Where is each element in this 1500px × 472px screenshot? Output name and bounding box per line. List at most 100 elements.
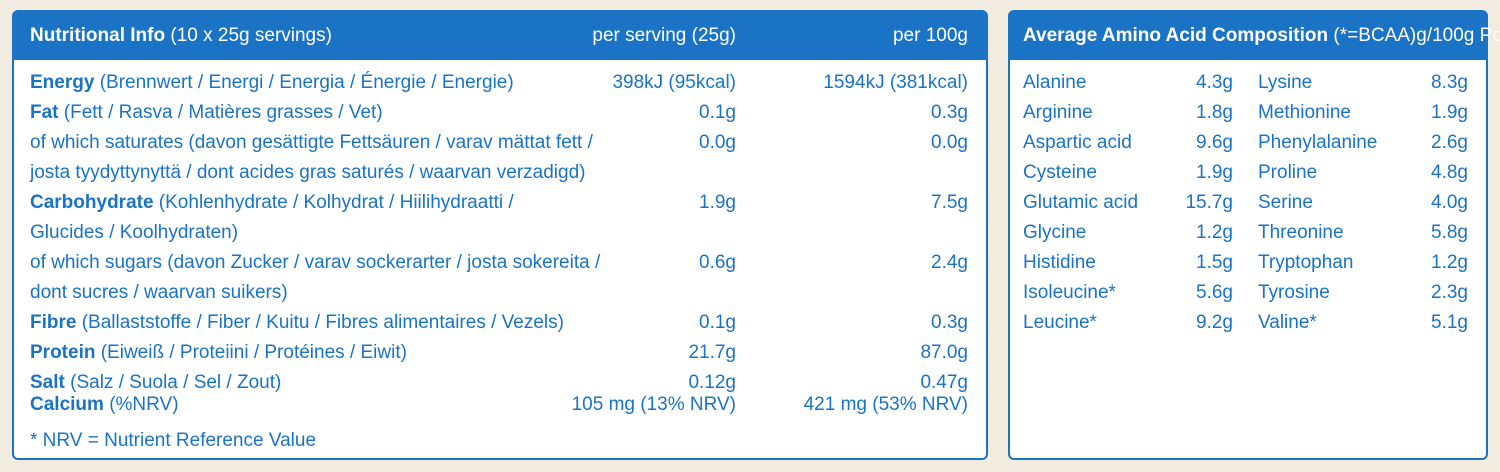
footnote-text: * NRV = Nutrient Reference Value [30, 430, 317, 451]
per-100g-value: 421 mg (53% NRV) [803, 394, 968, 415]
amino-acid-value: 1.2g [1196, 222, 1233, 243]
amino-acid-value: 9.2g [1196, 312, 1233, 333]
per-100g-value: 0.47g [920, 372, 968, 393]
amino-acid-name: Tyrosine [1258, 282, 1330, 303]
amino-acid-value: 1.2g [1431, 252, 1468, 273]
amino-acid-value: 1.8g [1196, 102, 1233, 123]
nutrition-row-label-line2: josta tyydyttynyttä / dont acides gras s… [30, 162, 586, 183]
amino-acid-item: Valine* 5.1g [1258, 308, 1468, 338]
amino-acid-value: 1.9g [1196, 162, 1233, 183]
nutrition-row: Carbohydrate (Kohlenhydrate / Kolhydrat … [14, 188, 986, 248]
amino-title: Average Amino Acid Composition (*=BCAA)g… [1023, 25, 1500, 47]
nutrition-panel: Nutritional Info (10 x 25g servings) per… [12, 10, 988, 460]
nutrition-row-label-line2: dont sucres / waarvan suikers) [30, 282, 288, 303]
nutrient-translations: (Fett / Rasva / Matières grasses / Vet) [58, 102, 383, 123]
amino-acid-value: 5.8g [1431, 222, 1468, 243]
nutrient-name: Carbohydrate [30, 192, 154, 213]
nutrient-name: Fibre [30, 312, 77, 333]
per-serving-value: 0.0g [699, 132, 736, 153]
nutrition-row-label-line1: Fibre (Ballaststoffe / Fiber / Kuitu / F… [30, 308, 585, 338]
amino-acid-item: Proline 4.8g [1258, 158, 1468, 188]
nutrient-translations: (%NRV) [103, 394, 179, 415]
amino-acid-item: Phenylalanine 2.6g [1258, 128, 1468, 158]
nutrition-row-label-line1: Carbohydrate (Kohlenhydrate / Kolhydrat … [30, 188, 585, 218]
amino-acid-item: Serine 4.0g [1258, 188, 1468, 218]
nutrition-title: Nutritional Info (10 x 25g servings) [30, 25, 332, 47]
nutrient-translations: (Eiweiß / Proteiini / Protéines / Eiwit) [95, 342, 407, 363]
nutrition-title-suffix: (10 x 25g servings) [165, 25, 332, 46]
amino-acid-value: 1.5g [1196, 252, 1233, 273]
amino-acid-value: 15.7g [1185, 192, 1233, 213]
amino-acid-item: Tyrosine 2.3g [1258, 278, 1468, 308]
amino-acid-item: Alanine 4.3g [1023, 68, 1233, 98]
amino-acid-name: Tryptophan [1258, 252, 1354, 273]
amino-header: Average Amino Acid Composition (*=BCAA)g… [1010, 12, 1500, 60]
nutrition-row-label: Fat (Fett / Rasva / Matières grasses / V… [30, 98, 585, 128]
nutrition-row-label: Fibre (Ballaststoffe / Fiber / Kuitu / F… [30, 308, 585, 338]
amino-acid-name: Alanine [1023, 72, 1087, 93]
per-serving-value: 1.9g [699, 192, 736, 213]
nutrition-title-bold: Nutritional Info [30, 25, 166, 46]
amino-acid-item: Lysine 8.3g [1258, 68, 1468, 98]
nutrient-translations: of which sugars (davon Zucker / varav so… [30, 252, 601, 273]
nutrient-name: Calcium [30, 394, 104, 415]
nutrition-row: Energy (Brennwert / Energi / Energia / É… [14, 68, 986, 98]
amino-acid-item: Methionine 1.9g [1258, 98, 1468, 128]
nutrient-name: Fat [30, 102, 59, 123]
nutrition-row-label: Protein (Eiweiß / Proteiini / Protéines … [30, 338, 585, 368]
nutrition-row: of which saturates (davon gesättigte Fet… [14, 128, 986, 188]
amino-acid-name: Methionine [1258, 102, 1351, 123]
nutrition-row: of which sugars (davon Zucker / varav so… [14, 248, 986, 308]
nutrition-row-label: Salt (Salz / Suola / Sel / Zout) [30, 368, 585, 398]
amino-acid-name: Cysteine [1023, 162, 1097, 183]
per-serving-value: 398kJ (95kcal) [612, 72, 736, 93]
per-100g-value: 87.0g [920, 342, 968, 363]
nutrition-header: Nutritional Info (10 x 25g servings) per… [14, 12, 986, 60]
amino-acid-item: Leucine* 9.2g [1023, 308, 1233, 338]
nutrition-row: Calcium (%NRV) 105 mg (13% NRV) 421 mg (53… [14, 390, 986, 420]
col-per-100g-header: per 100g [892, 25, 968, 46]
nutrition-row-label: of which sugars (davon Zucker / varav so… [30, 248, 600, 308]
nutrient-translations: (Kohlenhydrate / Kolhydrat / Hiilihydraa… [153, 192, 514, 213]
nutrition-row-label-line1: of which sugars (davon Zucker / varav so… [30, 248, 600, 278]
amino-acid-value: 9.6g [1196, 132, 1233, 153]
amino-acid-value: 4.3g [1196, 72, 1233, 93]
per-serving-value: 0.12g [688, 372, 736, 393]
amino-acid-item: Cysteine 1.9g [1023, 158, 1233, 188]
nutrition-row-label-line1: Protein (Eiweiß / Proteiini / Protéines … [30, 338, 585, 368]
amino-acid-name: Glutamic acid [1023, 192, 1139, 213]
amino-acid-name: Threonine [1258, 222, 1344, 243]
per-serving-value: 0.6g [699, 252, 736, 273]
nutrition-row-label: Carbohydrate (Kohlenhydrate / Kolhydrat … [30, 188, 585, 248]
nutrition-row-label-line1: Fat (Fett / Rasva / Matières grasses / V… [30, 98, 585, 128]
per-100g-value: 0.3g [931, 102, 968, 123]
nutrition-row-label-line2: Glucides / Koolhydraten) [30, 222, 239, 243]
nutrition-row: Fat (Fett / Rasva / Matières grasses / V… [14, 98, 986, 128]
amino-acid-name: Leucine* [1023, 312, 1097, 333]
amino-acid-value: 4.0g [1431, 192, 1468, 213]
per-serving-value: 21.7g [688, 342, 736, 363]
per-100g-value: 0.3g [931, 312, 968, 333]
amino-acid-item: Arginine 1.8g [1023, 98, 1233, 128]
nutrient-translations: of which saturates (davon gesättigte Fet… [30, 132, 593, 153]
amino-acid-value: 4.8g [1431, 162, 1468, 183]
amino-acid-value: 1.9g [1431, 102, 1468, 123]
nutrition-row-label-line1: of which saturates (davon gesättigte Fet… [30, 128, 593, 158]
amino-acid-item: Threonine 5.8g [1258, 218, 1468, 248]
nutrition-row: Salt (Salz / Suola / Sel / Zout) 0.12g 0.4… [14, 368, 986, 398]
amino-acid-value: 2.3g [1431, 282, 1468, 303]
amino-acid-item: Aspartic acid 9.6g [1023, 128, 1233, 158]
amino-acid-value: 5.1g [1431, 312, 1468, 333]
amino-acid-name: Serine [1258, 192, 1313, 213]
amino-acid-value: 2.6g [1431, 132, 1468, 153]
amino-acid-item: Histidine 1.5g [1023, 248, 1233, 278]
nutrient-translations: (Brennwert / Energi / Energia / Énergie … [94, 72, 514, 93]
per-serving-value: 0.1g [699, 312, 736, 333]
per-serving-value: 0.1g [699, 102, 736, 123]
amino-title-suffix: (*=BCAA)g/100g Powder [1333, 25, 1500, 46]
amino-acid-name: Proline [1258, 162, 1318, 183]
amino-acid-item: Tryptophan 1.2g [1258, 248, 1468, 278]
per-100g-value: 2.4g [931, 252, 968, 273]
amino-acid-value: 8.3g [1431, 72, 1468, 93]
nutrition-row-label: Energy (Brennwert / Energi / Energia / É… [30, 68, 585, 98]
